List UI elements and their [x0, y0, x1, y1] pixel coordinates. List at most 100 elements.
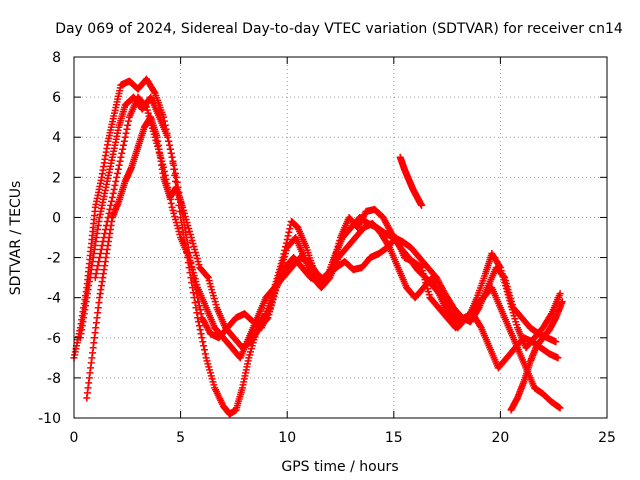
data-point	[92, 270, 100, 278]
data-point	[124, 121, 132, 129]
data-point	[552, 338, 560, 346]
data-point	[164, 183, 172, 191]
y-tick-label: 6	[52, 90, 61, 106]
data-point	[164, 133, 172, 141]
data-point	[167, 199, 175, 207]
data-point	[182, 228, 190, 236]
data-point	[163, 179, 171, 187]
data-point	[203, 273, 211, 281]
data-point	[197, 310, 205, 318]
data-point	[118, 149, 126, 157]
data-point	[113, 173, 121, 181]
data-point	[196, 326, 204, 334]
data-point	[108, 193, 116, 201]
data-point	[113, 169, 121, 177]
data-point	[109, 189, 117, 197]
data-point	[150, 88, 158, 96]
data-point	[101, 229, 109, 237]
data-point	[121, 133, 129, 141]
data-point	[195, 302, 203, 310]
data-point	[199, 338, 207, 346]
data-point	[91, 274, 99, 282]
data-point	[286, 225, 294, 233]
data-point	[285, 228, 293, 236]
data-point	[196, 306, 204, 314]
data-point	[197, 330, 205, 338]
y-tick-label: -2	[47, 251, 61, 267]
data-point	[200, 342, 208, 350]
data-point	[102, 221, 110, 229]
data-point	[200, 346, 208, 354]
data-point	[108, 197, 116, 205]
y-tick-label: 2	[52, 170, 61, 186]
data-point	[93, 266, 101, 274]
data-point	[95, 258, 103, 266]
x-tick-label: 20	[491, 430, 509, 446]
x-tick-label: 5	[176, 430, 185, 446]
data-point	[173, 178, 181, 186]
data-point	[100, 234, 108, 241]
data-point	[171, 165, 179, 173]
data-point	[166, 141, 174, 149]
data-point	[556, 290, 564, 298]
data-point	[106, 205, 114, 213]
data-point	[94, 262, 102, 270]
data-point	[418, 201, 426, 209]
data-point	[198, 334, 206, 342]
x-axis-label: GPS time / hours	[281, 459, 398, 475]
y-axis-label: SDTVAR / TECUs	[8, 181, 24, 296]
data-point	[119, 141, 127, 149]
x-tick-label: 0	[70, 430, 79, 446]
series-track-4	[91, 93, 560, 362]
data-point	[122, 129, 130, 137]
data-point	[103, 217, 111, 225]
data-point	[165, 187, 173, 195]
y-tick-label: 8	[52, 50, 61, 66]
y-tick-label: -8	[47, 371, 61, 387]
y-tick-label: 0	[52, 210, 61, 226]
data-point	[172, 173, 180, 181]
data-point	[114, 165, 122, 173]
plot-frame	[73, 56, 608, 419]
data-point	[105, 209, 113, 217]
data-point	[142, 102, 150, 110]
data-point	[102, 225, 110, 233]
series-track-5	[396, 153, 426, 209]
data-point	[119, 145, 127, 153]
x-tick-label: 25	[598, 430, 616, 446]
data-point	[160, 167, 168, 175]
series-track-6	[507, 298, 566, 414]
data-point	[500, 273, 508, 281]
data-point	[97, 246, 105, 254]
y-tick-label: -10	[38, 411, 61, 427]
data-point	[116, 157, 124, 165]
axis-ticks: 0 5 10 15 20 25 -10 -8 -6 -4 -2 0 2 4 6 8	[38, 50, 616, 446]
data-point	[169, 157, 177, 165]
data-point	[99, 238, 107, 246]
x-tick-label: 15	[385, 430, 403, 446]
data-point	[115, 161, 123, 169]
data-point	[125, 117, 133, 125]
data-point	[120, 137, 128, 145]
data-point	[165, 137, 173, 145]
data-point	[123, 125, 131, 133]
data-point	[170, 161, 178, 169]
data-point	[112, 177, 120, 185]
data-point	[284, 232, 292, 240]
data-point	[283, 236, 291, 244]
data-point	[195, 318, 203, 326]
data-point	[166, 191, 174, 199]
data-point	[162, 175, 170, 183]
y-tick-label: 4	[52, 130, 61, 146]
data-point	[96, 250, 104, 258]
data-point	[558, 298, 566, 306]
data-point	[98, 242, 106, 250]
data-point	[263, 315, 271, 323]
data-point	[556, 404, 564, 412]
data-point	[111, 181, 119, 189]
data-point	[117, 153, 125, 161]
data-point	[107, 201, 115, 209]
x-tick-label: 10	[278, 430, 296, 446]
